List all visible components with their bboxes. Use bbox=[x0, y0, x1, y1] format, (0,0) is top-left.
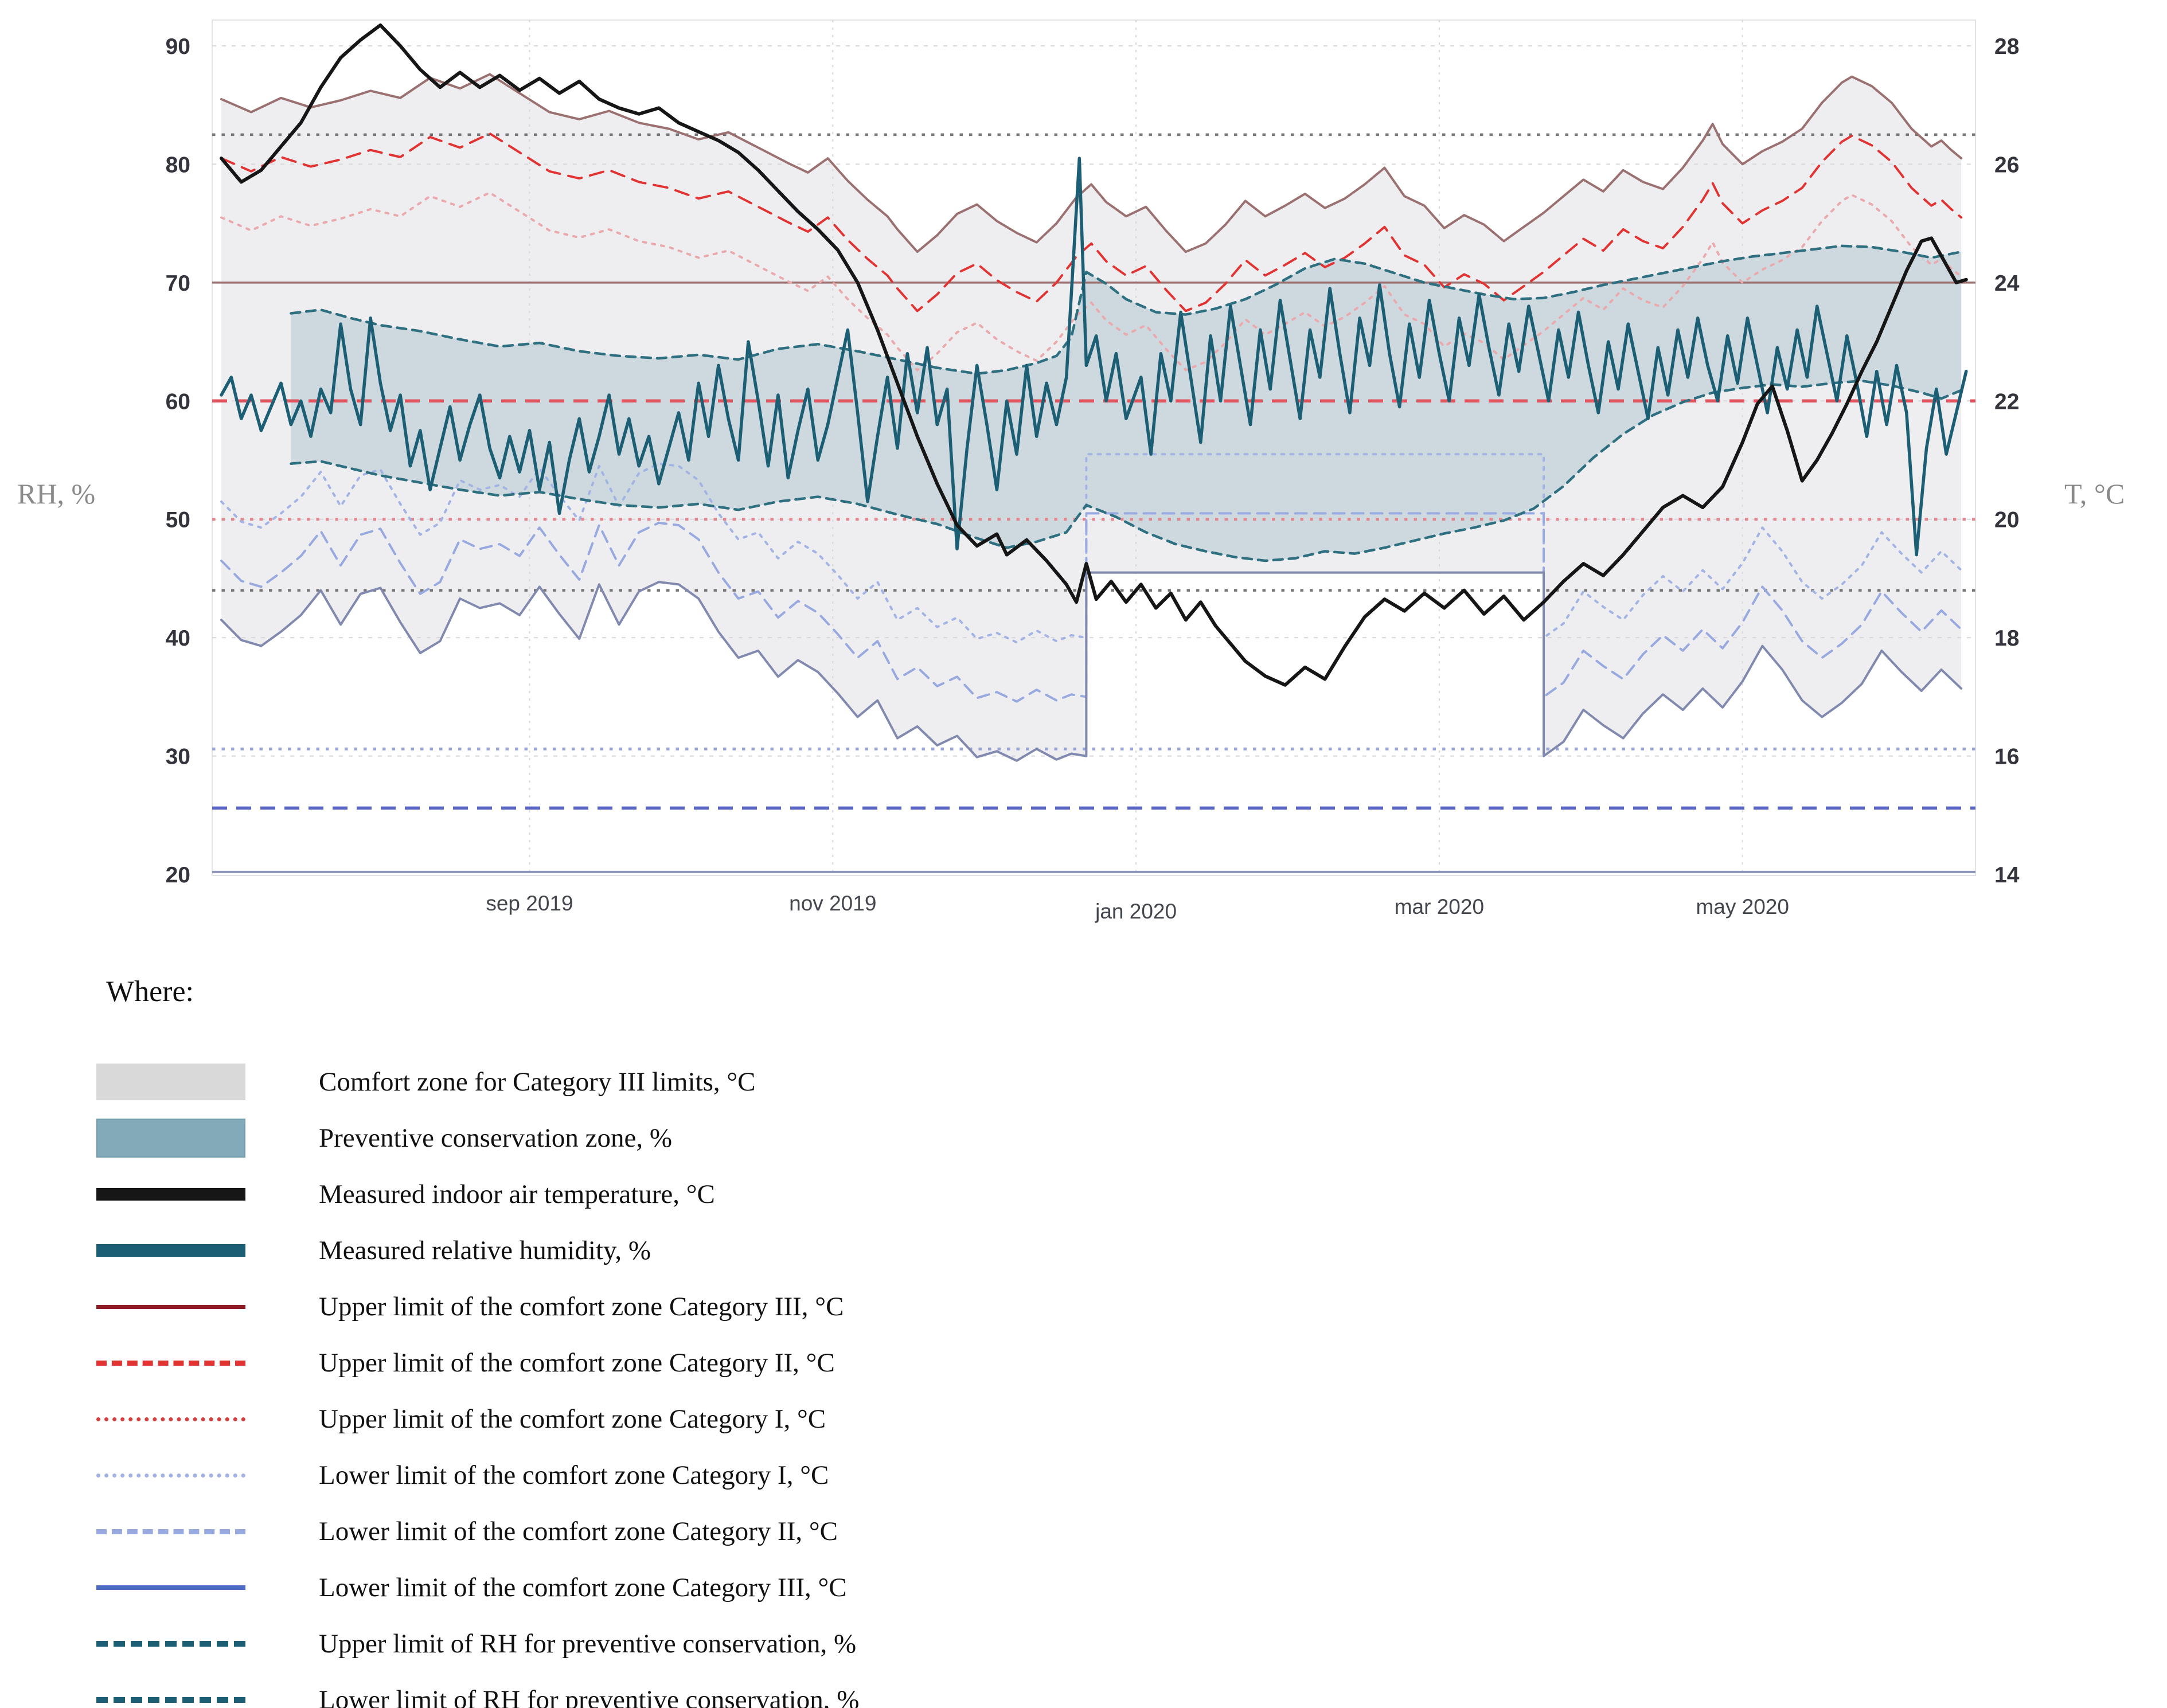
legend-swatch-sample bbox=[96, 1473, 245, 1478]
series-cat3_upper bbox=[220, 73, 1963, 253]
legend-swatch-sample bbox=[96, 1188, 245, 1201]
legend-item-label: Lower limit of the comfort zone Category… bbox=[319, 1573, 847, 1603]
y-tick-right: 14 bbox=[1994, 863, 2020, 888]
legend-item: Lower limit of RH for preventive conserv… bbox=[96, 1672, 859, 1708]
fill-gray-swatch bbox=[96, 1064, 245, 1100]
y-tick-right: 22 bbox=[1994, 389, 2019, 414]
y-tick-right: 16 bbox=[1994, 745, 2019, 769]
legend-item-label: Measured indoor air temperature, °C bbox=[319, 1179, 715, 1209]
x-tick-label: may 2020 bbox=[1696, 895, 1789, 919]
y-tick-left: 80 bbox=[166, 153, 190, 177]
legend-swatch-sample bbox=[96, 1360, 245, 1366]
dash-tealdark-swatch bbox=[96, 1697, 245, 1703]
legend-item: Lower limit of the comfort zone Category… bbox=[96, 1503, 838, 1560]
x-tick-label: mar 2020 bbox=[1395, 895, 1484, 919]
dot-lblue-swatch bbox=[96, 1473, 245, 1478]
line-black-swatch bbox=[96, 1188, 245, 1201]
y-tick-left: 30 bbox=[166, 745, 190, 769]
legend-item: Measured relative humidity, % bbox=[96, 1222, 651, 1279]
y-tick-right: 18 bbox=[1994, 626, 2019, 651]
series-cat3_lower bbox=[220, 571, 1963, 762]
y-tick-left: 70 bbox=[166, 271, 190, 296]
legend-swatch-sample bbox=[96, 1417, 245, 1421]
comfort-zone-cat3-fill bbox=[221, 74, 1962, 761]
legend-swatch-sample bbox=[96, 1585, 245, 1590]
legend-item-label: Measured relative humidity, % bbox=[319, 1236, 651, 1265]
series-cat2_upper bbox=[220, 132, 1963, 312]
legend-item-label: Lower limit of RH for preventive conserv… bbox=[319, 1685, 860, 1708]
series-measured_rh bbox=[220, 157, 1968, 557]
legend-swatch-sample bbox=[96, 1304, 245, 1309]
y-tick-left: 20 bbox=[166, 863, 190, 888]
right-axis-title: T, °C bbox=[2064, 478, 2125, 510]
dash-red-swatch bbox=[96, 1360, 245, 1366]
y-tick-right: 26 bbox=[1994, 153, 2019, 177]
legend-swatch-sample bbox=[96, 1119, 245, 1158]
line-blue-swatch bbox=[96, 1585, 245, 1590]
dash-tealdark-swatch bbox=[96, 1641, 245, 1647]
series-measured_t bbox=[220, 23, 1968, 687]
legend-swatch-sample bbox=[96, 1244, 245, 1257]
legend-swatch-sample bbox=[96, 1697, 245, 1703]
legend-item-label: Upper limit of the comfort zone Category… bbox=[319, 1292, 844, 1322]
series-cat1_lower bbox=[220, 453, 1963, 644]
left-axis-title: RH, % bbox=[17, 478, 96, 510]
legend-item: Comfort zone for Category III limits, °C bbox=[96, 1054, 756, 1110]
legend-item: Preventive conservation zone, % bbox=[96, 1110, 672, 1166]
legend-swatch-sample bbox=[96, 1064, 245, 1100]
x-tick-label: jan 2020 bbox=[1095, 900, 1177, 923]
series-pc_lower bbox=[290, 379, 1963, 562]
legend-item-label: Upper limit of the comfort zone Category… bbox=[319, 1404, 826, 1434]
line-teal-swatch bbox=[96, 1244, 245, 1257]
y-tick-right: 24 bbox=[1994, 271, 2020, 296]
climate-chart: 90 80 70 60 50 40 30 20 28 26 24 22 20 18 16 14 sep 2019… bbox=[166, 19, 2020, 923]
legend-item-label: Lower limit of the comfort zone Category… bbox=[319, 1517, 838, 1546]
dot-red-swatch bbox=[96, 1417, 245, 1421]
legend-item: Lower limit of the comfort zone Category… bbox=[96, 1447, 829, 1503]
series-pc_upper bbox=[290, 244, 1963, 376]
fill-teal-swatch bbox=[96, 1119, 245, 1158]
legend-item: Upper limit of the comfort zone Category… bbox=[96, 1279, 844, 1335]
legend-swatch-sample bbox=[96, 1641, 245, 1647]
x-tick-label: nov 2019 bbox=[789, 892, 876, 915]
legend-item: Upper limit of the comfort zone Category… bbox=[96, 1335, 835, 1391]
legend-heading: Where: bbox=[106, 975, 194, 1008]
legend-item-label: Lower limit of the comfort zone Category… bbox=[319, 1460, 829, 1490]
legend-item: Lower limit of the comfort zone Category… bbox=[96, 1560, 847, 1616]
legend-item-label: Upper limit of RH for preventive conserv… bbox=[319, 1629, 857, 1659]
y-tick-left: 90 bbox=[166, 34, 190, 59]
legend-swatch-sample bbox=[96, 1529, 245, 1534]
y-tick-left: 40 bbox=[166, 626, 190, 651]
dash-lblue-swatch bbox=[96, 1529, 245, 1534]
legend-item: Upper limit of the comfort zone Category… bbox=[96, 1391, 826, 1447]
series-cat2_lower bbox=[220, 512, 1963, 703]
legend-item-label: Preventive conservation zone, % bbox=[319, 1123, 673, 1153]
legend-item: Upper limit of RH for preventive conserv… bbox=[96, 1616, 856, 1672]
x-tick-label: sep 2019 bbox=[486, 892, 573, 915]
y-tick-right: 28 bbox=[1994, 34, 2019, 59]
y-tick-left: 60 bbox=[166, 389, 190, 414]
line-darkred-swatch bbox=[96, 1304, 245, 1309]
legend-item: Measured indoor air temperature, °C bbox=[96, 1166, 715, 1222]
preventive-zone-fill bbox=[291, 245, 1962, 561]
legend-item-label: Upper limit of the comfort zone Category… bbox=[319, 1348, 835, 1378]
y-tick-right: 20 bbox=[1994, 508, 2019, 533]
series-cat1_upper bbox=[220, 191, 1963, 372]
legend-item-label: Comfort zone for Category III limits, °C bbox=[319, 1067, 756, 1097]
y-tick-left: 50 bbox=[166, 508, 190, 533]
